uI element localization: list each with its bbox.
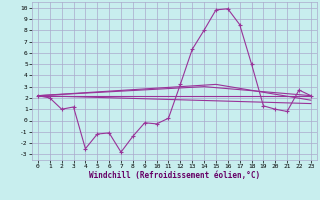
X-axis label: Windchill (Refroidissement éolien,°C): Windchill (Refroidissement éolien,°C) (89, 171, 260, 180)
